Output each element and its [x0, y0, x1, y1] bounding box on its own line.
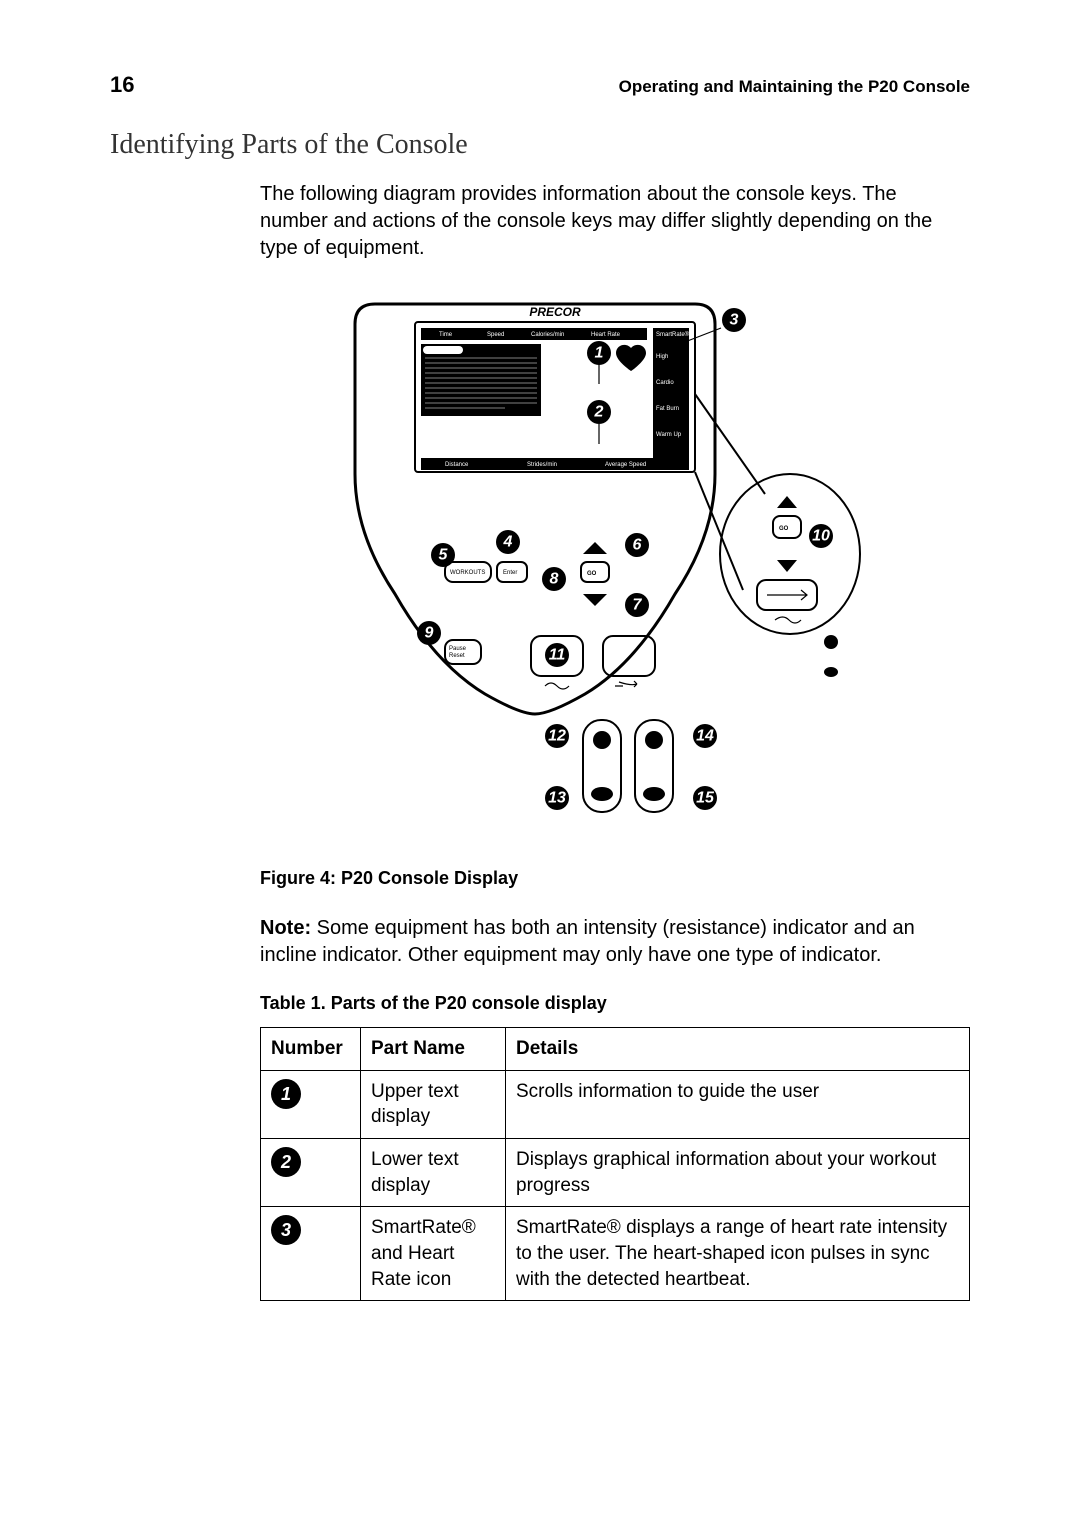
note-paragraph: Note: Some equipment has both an intensi…: [260, 915, 970, 969]
section-title: Identifying Parts of the Console: [110, 126, 970, 164]
table-caption: Table 1. Parts of the P20 console displa…: [260, 991, 970, 1015]
table-row: 1 Upper text displayScrolls information t…: [261, 1070, 970, 1138]
svg-text:5: 5: [439, 547, 449, 564]
svg-text:Speed: Speed: [487, 332, 504, 338]
svg-text:10: 10: [812, 528, 830, 545]
svg-text:15: 15: [696, 790, 715, 807]
note-label: Note:: [260, 917, 311, 939]
zoom-go-cluster: GO: [757, 496, 817, 623]
svg-text:2: 2: [594, 404, 604, 421]
svg-text:Warm Up: Warm Up: [656, 432, 682, 438]
intro-paragraph: The following diagram provides informati…: [260, 181, 970, 262]
col-header-details: Details: [506, 1028, 970, 1071]
svg-text:Calories/min: Calories/min: [531, 332, 564, 338]
row-part-name: Lower text display: [361, 1139, 506, 1207]
svg-text:WORKOUTS: WORKOUTS: [450, 570, 485, 576]
pause-button: [445, 640, 481, 664]
figure-caption: Figure 4: P20 Console Display: [260, 866, 970, 890]
heart-icon: [616, 345, 646, 371]
svg-text:4: 4: [503, 534, 513, 551]
svg-text:6: 6: [633, 537, 642, 554]
row-number-icon: 2: [271, 1147, 301, 1177]
running-head: Operating and Maintaining the P20 Consol…: [619, 76, 970, 99]
svg-text:High: High: [656, 354, 668, 360]
svg-text:Time: Time: [439, 332, 453, 338]
col-header-partname: Part Name: [361, 1028, 506, 1071]
brand-logo: PRECOR: [529, 305, 581, 319]
svg-text:Pause: Pause: [449, 646, 467, 652]
svg-text:1: 1: [595, 345, 604, 362]
svg-text:11: 11: [549, 647, 566, 664]
svg-text:14: 14: [696, 728, 714, 745]
parts-table: Number Part Name Details 1 Upper text dis…: [260, 1027, 970, 1301]
svg-text:8: 8: [550, 571, 559, 588]
row-part-name: SmartRate® and Heart Rate icon: [361, 1207, 506, 1301]
page-number: 16: [110, 70, 134, 100]
svg-text:12: 12: [548, 728, 566, 745]
svg-text:9: 9: [425, 625, 434, 642]
svg-text:Heart Rate: Heart Rate: [591, 332, 621, 338]
svg-text:13: 13: [548, 790, 566, 807]
row-details: Displays graphical information about you…: [506, 1139, 970, 1207]
svg-text:Average Speed: Average Speed: [605, 462, 646, 468]
row-details: Scrolls information to guide the user: [506, 1070, 970, 1138]
svg-text:Reset: Reset: [449, 653, 465, 659]
figure-4: PRECOR Time Speed Calories/min Heart Rat…: [260, 284, 970, 844]
svg-text:Distance: Distance: [445, 462, 469, 468]
row-part-name: Upper text display: [361, 1070, 506, 1138]
note-text: Some equipment has both an intensity (re…: [260, 917, 915, 966]
paddle-zoom: [583, 720, 673, 812]
svg-text:GO: GO: [587, 571, 597, 577]
svg-text:Cardio: Cardio: [656, 380, 674, 386]
svg-text:7: 7: [633, 597, 643, 614]
col-header-number: Number: [261, 1028, 361, 1071]
table-row: 3 SmartRate® and Heart Rate iconSmartRate…: [261, 1207, 970, 1301]
svg-text:3: 3: [730, 312, 739, 329]
go-cluster: GO: [581, 542, 609, 606]
row-number-icon: 3: [271, 1215, 301, 1245]
svg-text:Strides/min: Strides/min: [527, 462, 557, 468]
p20-console-diagram: PRECOR Time Speed Calories/min Heart Rat…: [335, 284, 895, 844]
svg-text:GO: GO: [779, 526, 789, 532]
svg-text:Enter: Enter: [503, 570, 517, 576]
svg-text:SmartRate®: SmartRate®: [656, 331, 690, 338]
row-number-icon: 1: [271, 1079, 301, 1109]
row-details: SmartRate® displays a range of heart rat…: [506, 1207, 970, 1301]
table-row: 2 Lower text displayDisplays graphical in…: [261, 1139, 970, 1207]
svg-text:Fat Burn: Fat Burn: [656, 406, 679, 412]
